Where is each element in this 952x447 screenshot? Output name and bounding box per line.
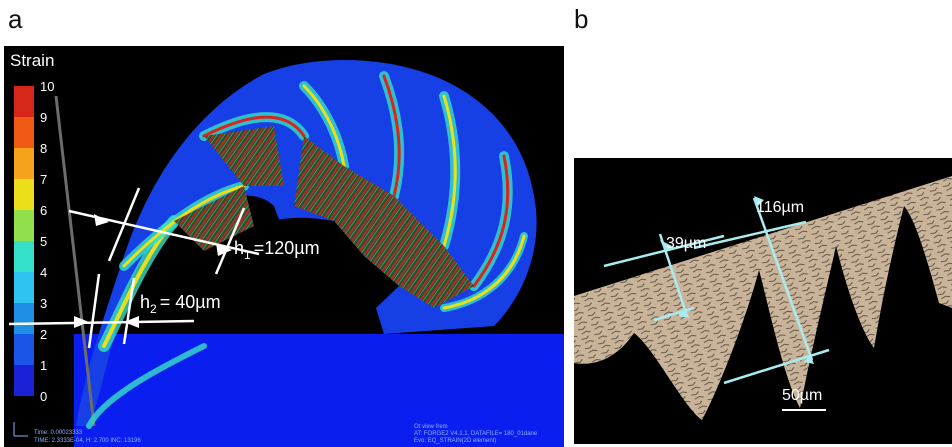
legend-tick-label: 4 (40, 265, 47, 280)
h2-annotation: h2 = 40µm (140, 292, 221, 316)
legend-tick-label: 6 (40, 203, 47, 218)
legend-swatch (14, 117, 34, 148)
svg-text:Time: 0.00023333: Time: 0.00023333 (34, 430, 83, 436)
legend-tick-label: 8 (40, 141, 47, 156)
chip-micrograph: 39µm 116µm 50µm (574, 158, 952, 444)
legend-tick-label: 9 (40, 110, 47, 125)
measurement-lines (8, 187, 260, 349)
shear-bands (86, 71, 528, 429)
micrograph-arrowheads (660, 196, 814, 364)
svg-text:Evo: EQ_STRAIN(2D element): Evo: EQ_STRAIN(2D element) (414, 438, 496, 444)
svg-text:Ot view frem: Ot view frem (414, 424, 448, 430)
sawtooth-chip (574, 176, 952, 420)
legend-swatch (14, 179, 34, 210)
svg-text:TIME: 2.3333E-04, H: 2.700 I: TIME: 2.3333E-04, H: 2.700 INC: 13196 (34, 438, 141, 444)
legend-swatch (14, 334, 34, 365)
legend-swatch (14, 365, 34, 396)
panel-a-label: a (8, 4, 23, 34)
legend-swatch (14, 241, 34, 272)
legend-tick-label: 7 (40, 172, 47, 187)
measurement-arrowheads (74, 214, 232, 328)
axis-triad-icon (13, 422, 28, 437)
legend-tick-label: 10 (40, 79, 54, 94)
width-39-label: 39µm (666, 235, 706, 252)
legend-tick-label: 2 (40, 327, 47, 342)
panel-b-label: b (574, 4, 589, 34)
legend-tick-label: 3 (40, 296, 47, 311)
scale-bar-label: 50µm (782, 387, 822, 404)
legend-swatch (14, 272, 34, 303)
chip-inner-void (254, 217, 399, 308)
legend-tick-label: 5 (40, 234, 47, 249)
legend-tick-label: 1 (40, 358, 47, 373)
legend-tick-label: 0 (40, 389, 47, 404)
workpiece (74, 334, 564, 447)
legend-swatch (14, 303, 34, 334)
width-116-label: 116µm (756, 199, 804, 216)
legend-swatch (14, 86, 34, 117)
svg-text:AT: FORGE2 V4.1.1, DATAFILE=: AT: FORGE2 V4.1.1, DATAFILE= 180_01dane (414, 431, 538, 437)
cutting-tool-edge (54, 95, 96, 427)
simulation-footer: Time: 0.00023333 TIME: 2.3333E-04, H: 2.… (34, 424, 538, 444)
legend-swatch (14, 210, 34, 241)
h1-annotation: h1 =120µm (234, 238, 320, 262)
legend-swatch (14, 148, 34, 179)
legend-title: Strain (10, 51, 54, 70)
